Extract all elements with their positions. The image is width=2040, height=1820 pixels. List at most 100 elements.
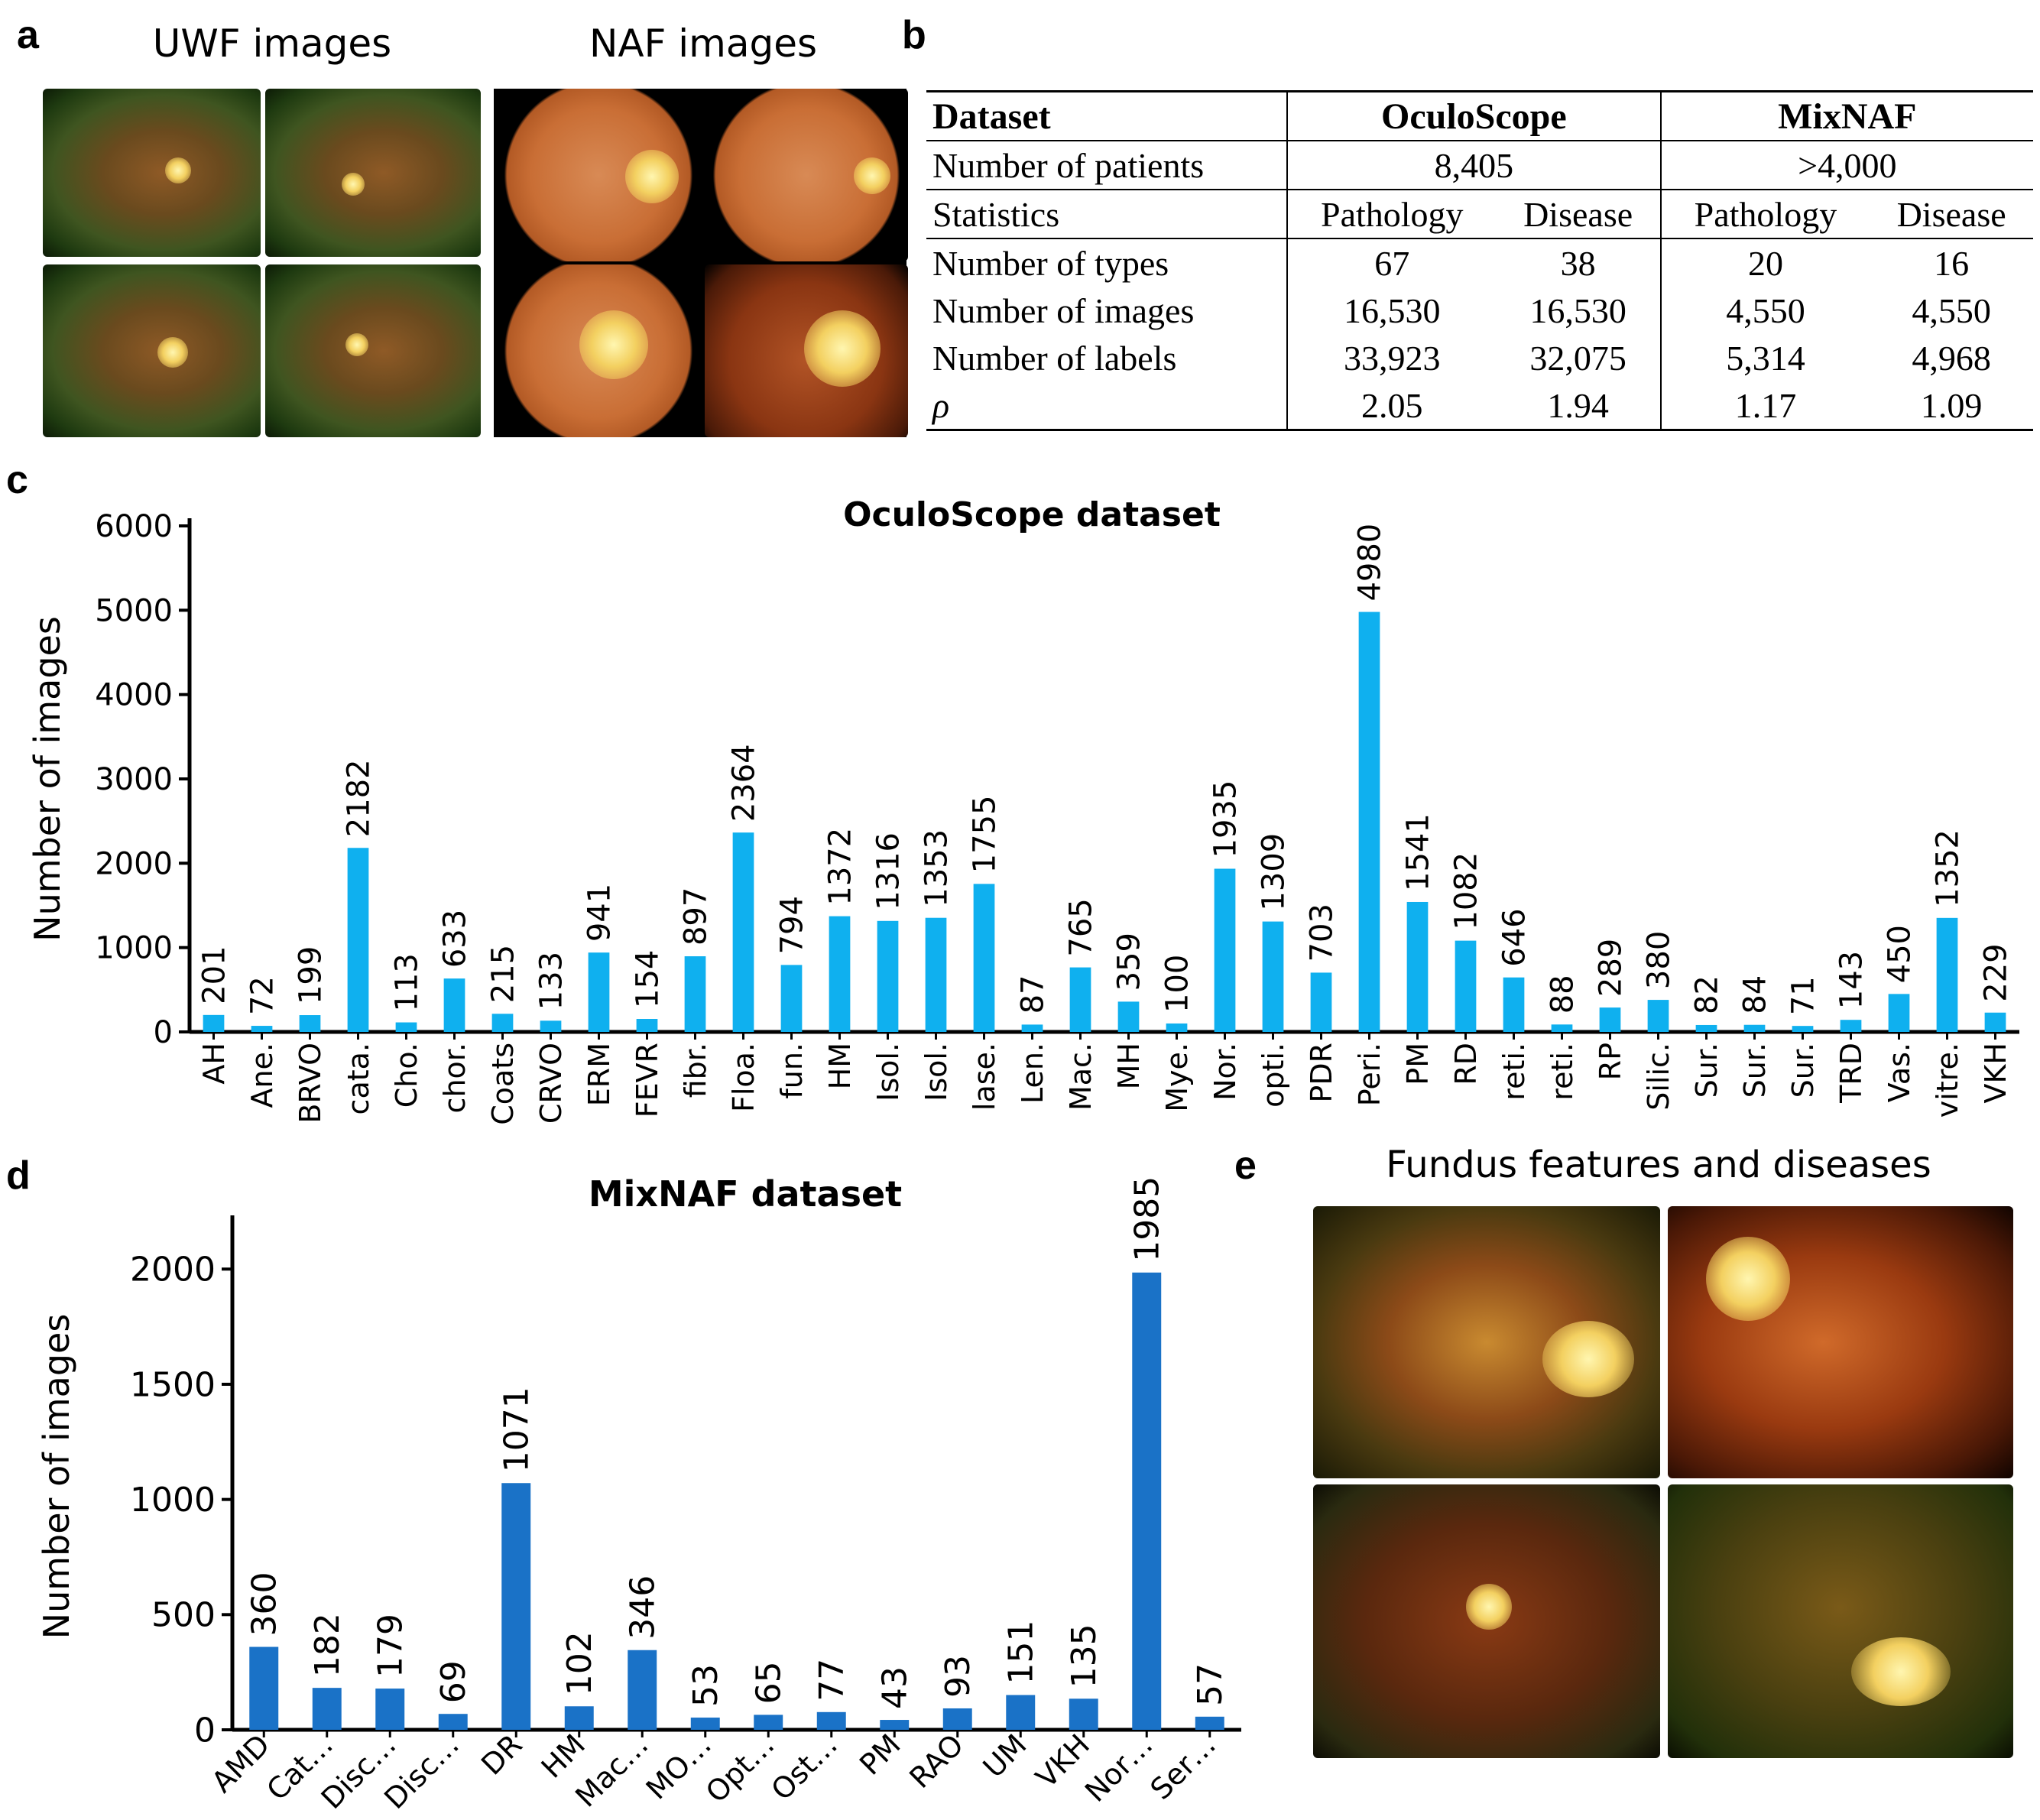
x-tick-label: Mac… (569, 1728, 654, 1813)
subheader-pathology: Pathology (1659, 190, 1870, 239)
table-cell: 16,530 (1286, 287, 1497, 334)
data-label: 897 (679, 887, 714, 946)
bar (1840, 1020, 1862, 1032)
x-tick-label: AH (197, 1043, 231, 1085)
data-label: 2182 (342, 759, 377, 837)
x-tick-label: Floa. (727, 1043, 761, 1112)
bar (1262, 921, 1284, 1032)
x-tick-label: Mac. (1064, 1043, 1098, 1111)
bar (1647, 1000, 1669, 1032)
data-label: 93 (939, 1655, 978, 1698)
x-tick-label: Nor… (1078, 1728, 1159, 1809)
x-tick-label: DR (475, 1728, 528, 1781)
bar (1214, 868, 1236, 1032)
bar (1695, 1024, 1717, 1032)
data-label: 346 (624, 1575, 663, 1640)
row-label-rho: ρ (926, 381, 1287, 431)
data-label: 4980 (1353, 524, 1388, 602)
panel-label-a: a (17, 13, 39, 57)
y-tick-label: 4000 (95, 678, 173, 713)
data-label: 1985 (1128, 1176, 1167, 1262)
table-cell: 67 (1286, 238, 1497, 287)
bar (395, 1022, 417, 1032)
naf-fundus-image-1 (495, 89, 702, 261)
table-cell: 20 (1659, 238, 1870, 287)
panel-label-b: b (902, 13, 926, 57)
table-header-dataset: Dataset (926, 90, 1287, 141)
bar (1069, 967, 1091, 1032)
bar (816, 1711, 846, 1730)
bar (1310, 972, 1332, 1032)
bar (501, 1483, 531, 1730)
table-cell: 2.05 (1286, 381, 1497, 431)
x-tick-label: Isol. (871, 1043, 905, 1101)
subheader-disease: Disease (1870, 190, 2033, 239)
x-tick-label: cata. (342, 1043, 375, 1114)
y-tick-label: 500 (151, 1596, 216, 1635)
oculoscope-bar-chart: 0 1000 2000 3000 4000 5000 6000 Number of image… (27, 495, 2019, 1125)
data-label: 199 (294, 946, 329, 1004)
patients-mixnaf: >4,000 (1659, 141, 2033, 190)
y-tick-label: 5000 (95, 593, 173, 628)
x-tick-label: FEVR (631, 1043, 664, 1118)
panel-label-d: d (6, 1153, 31, 1198)
x-tick-label: Ost… (764, 1728, 844, 1807)
y-tick-label: 0 (154, 1015, 173, 1050)
y-tick-label: 1000 (95, 931, 173, 966)
data-label: 765 (1064, 898, 1099, 956)
x-tick-label: Opt… (699, 1728, 781, 1809)
y-tick-label: 2000 (95, 846, 173, 881)
chart-title: MixNAF dataset (589, 1173, 902, 1215)
x-tick-label: RP (1594, 1043, 1627, 1080)
x-tick-label: fibr. (679, 1043, 712, 1098)
x-tick-label: PM (1401, 1043, 1435, 1085)
data-label: 77 (812, 1659, 851, 1702)
fundus-feature-image-1 (1313, 1206, 1660, 1478)
data-label: 82 (1690, 975, 1725, 1014)
data-label: 201 (197, 946, 232, 1004)
uwf-fundus-image-3 (43, 264, 261, 437)
table-header-oculoscope: OculoScope (1286, 90, 1661, 141)
data-label: 1082 (1449, 852, 1484, 930)
x-tick-label: TRD (1834, 1043, 1868, 1104)
table-cell: 1.94 (1496, 381, 1661, 431)
data-label: 102 (560, 1631, 599, 1695)
y-axis-label: Number of images (36, 1314, 77, 1640)
panel-label-e: e (1234, 1144, 1257, 1188)
data-label: 450 (1883, 925, 1918, 983)
naf-caption: NAF images (589, 21, 818, 66)
fundus-feature-image-4 (1668, 1484, 2013, 1758)
x-tick-label: Sur. (1690, 1043, 1724, 1098)
bar (1551, 1024, 1573, 1032)
x-tick-label: MO… (640, 1728, 718, 1805)
bar (1743, 1024, 1766, 1032)
x-tick-label: Ane. (245, 1043, 279, 1108)
y-tick-label: 3000 (95, 762, 173, 797)
x-tick-label: Sur. (1786, 1043, 1820, 1098)
x-tick-label: MH (1112, 1043, 1146, 1089)
data-label: 135 (1065, 1624, 1104, 1688)
data-label: 179 (371, 1614, 410, 1678)
x-tick-label: Peri. (1353, 1043, 1386, 1106)
data-label: 100 (1160, 955, 1195, 1013)
data-label: 69 (434, 1660, 473, 1703)
x-tick-label: PM (853, 1728, 907, 1782)
bar (438, 1714, 468, 1730)
bar (1132, 1272, 1162, 1730)
data-label: 65 (750, 1661, 789, 1704)
x-tick-label: reti. (1497, 1043, 1531, 1101)
dataset-statistics-table: Dataset OculoScope MixNAF Number of pati… (926, 90, 2033, 431)
data-label: 87 (1016, 975, 1051, 1014)
data-label: 1541 (1401, 813, 1436, 891)
panel-label-c: c (6, 458, 28, 502)
data-label: 1935 (1208, 780, 1244, 858)
naf-fundus-image-2 (705, 89, 908, 261)
bar (491, 1014, 514, 1032)
y-tick-label: 2000 (130, 1251, 216, 1290)
data-label: 43 (876, 1666, 915, 1709)
x-tick-label: reti. (1545, 1043, 1579, 1101)
row-label-statistics: Statistics (926, 190, 1287, 239)
x-tick-label: PDR (1305, 1043, 1338, 1103)
x-tick-label: Cho. (390, 1043, 423, 1108)
data-label: 380 (1642, 931, 1677, 989)
